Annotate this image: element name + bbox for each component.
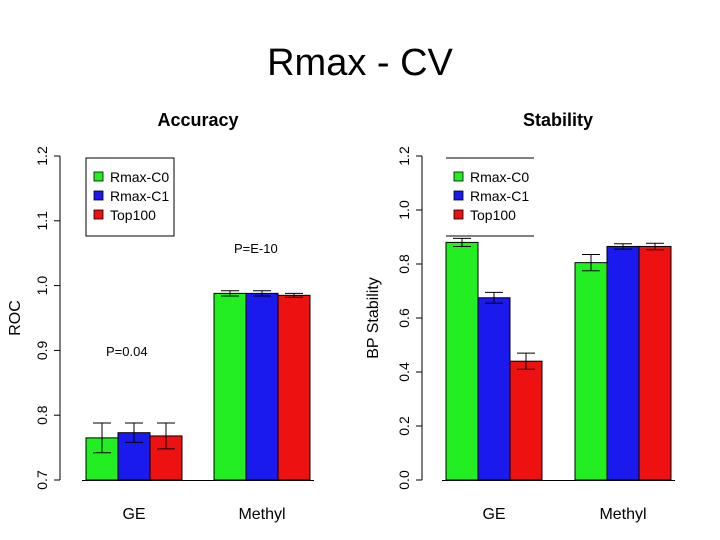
bar-rmax-c0-methyl xyxy=(213,292,247,481)
x-tick-label: Methyl xyxy=(599,506,646,523)
y-tick-label: 1.0 xyxy=(396,200,412,220)
bar-rmax-c1-methyl xyxy=(245,292,279,481)
bar-rmax-c0-methyl xyxy=(574,262,608,481)
bar-rmax-c0-ge xyxy=(445,241,479,481)
bar-rmax-c1-methyl xyxy=(606,245,640,481)
y-tick-label: 0.2 xyxy=(396,416,412,436)
chart-title: Stability xyxy=(523,110,593,130)
chart-title: Accuracy xyxy=(157,110,238,130)
y-tick-label: 0.7 xyxy=(34,470,50,490)
y-tick-label: 1.2 xyxy=(396,146,412,166)
bar-rmax-c1-ge xyxy=(477,297,511,481)
bar-top100-ge xyxy=(509,360,543,481)
y-tick-label: 0.8 xyxy=(34,405,50,425)
slide-title: Rmax - CV xyxy=(267,42,453,84)
y-tick-label: 1.0 xyxy=(34,276,50,296)
legend-swatch xyxy=(93,171,104,182)
legend-swatch xyxy=(453,209,464,220)
y-tick-label: 1.1 xyxy=(34,211,50,231)
legend-label: Top100 xyxy=(110,207,156,223)
x-tick-label: GE xyxy=(122,506,145,523)
y-tick-label: 0.9 xyxy=(34,340,50,360)
y-tick-label: 0.6 xyxy=(396,308,412,328)
legend-swatch xyxy=(93,190,104,201)
bar-top100-methyl xyxy=(638,245,672,481)
y-axis-label: ROC xyxy=(7,300,24,336)
bar-top100-methyl xyxy=(277,294,311,481)
legend-box xyxy=(85,157,175,237)
legend-swatch xyxy=(93,209,104,220)
p-value-annotation: P=E-10 xyxy=(234,241,278,256)
legend-label: Top100 xyxy=(470,207,516,223)
y-tick-label: 0.4 xyxy=(396,362,412,382)
y-tick-label: 1.2 xyxy=(34,146,50,166)
y-tick-label: 0.8 xyxy=(396,254,412,274)
legend-label: Rmax-C1 xyxy=(110,188,169,204)
p-value-annotation: P=0.04 xyxy=(106,344,148,359)
legend-label: Rmax-C0 xyxy=(110,169,169,185)
x-tick-label: GE xyxy=(482,506,505,523)
legend-label: Rmax-C1 xyxy=(470,188,529,204)
y-tick-label: 0.0 xyxy=(396,470,412,490)
legend-swatch xyxy=(453,171,464,182)
y-axis-label: BP Stability xyxy=(365,277,382,359)
legend-swatch xyxy=(453,190,464,201)
x-tick-label: Methyl xyxy=(238,506,285,523)
legend-label: Rmax-C0 xyxy=(470,169,529,185)
